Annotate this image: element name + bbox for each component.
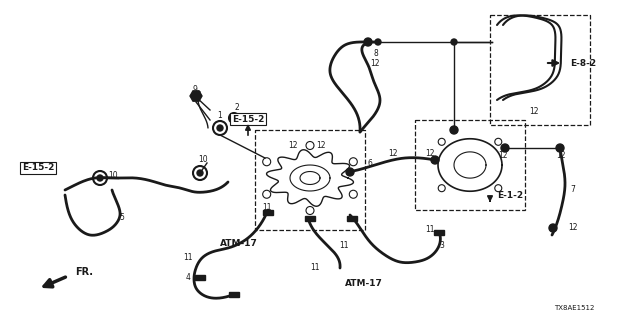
Text: 12: 12 bbox=[568, 222, 578, 231]
Circle shape bbox=[192, 92, 200, 100]
Text: 12: 12 bbox=[425, 148, 435, 157]
Text: 6: 6 bbox=[367, 159, 372, 169]
Text: 11: 11 bbox=[183, 252, 193, 261]
Text: 11: 11 bbox=[310, 263, 320, 273]
Text: 12: 12 bbox=[499, 150, 508, 159]
Bar bbox=[195, 275, 205, 280]
Bar bbox=[255, 130, 365, 230]
Circle shape bbox=[97, 175, 103, 181]
Bar bbox=[490, 15, 590, 125]
Circle shape bbox=[450, 126, 458, 134]
Circle shape bbox=[217, 125, 223, 131]
Text: 10: 10 bbox=[198, 156, 208, 164]
Bar bbox=[347, 216, 357, 221]
Bar bbox=[415, 120, 525, 210]
Circle shape bbox=[197, 170, 203, 176]
Bar bbox=[305, 216, 315, 221]
Circle shape bbox=[556, 144, 564, 152]
Circle shape bbox=[431, 156, 439, 164]
Text: FR.: FR. bbox=[75, 267, 93, 277]
Polygon shape bbox=[190, 91, 202, 101]
Text: E-1-2: E-1-2 bbox=[497, 191, 523, 201]
Text: 5: 5 bbox=[120, 213, 124, 222]
Text: 12: 12 bbox=[529, 108, 539, 116]
Text: ATM-17: ATM-17 bbox=[345, 278, 383, 287]
Text: ATM-17: ATM-17 bbox=[220, 239, 258, 249]
Text: 12: 12 bbox=[288, 140, 298, 149]
Text: 12: 12 bbox=[316, 140, 326, 149]
Text: E-15-2: E-15-2 bbox=[22, 164, 54, 172]
Text: 3: 3 bbox=[440, 242, 444, 251]
Text: 9: 9 bbox=[193, 85, 197, 94]
Text: 11: 11 bbox=[425, 226, 435, 235]
Text: TX8AE1512: TX8AE1512 bbox=[554, 305, 594, 311]
Text: 4: 4 bbox=[186, 273, 191, 282]
Bar bbox=[434, 230, 444, 235]
Text: 2: 2 bbox=[235, 102, 239, 111]
Circle shape bbox=[549, 224, 557, 232]
Circle shape bbox=[364, 38, 372, 46]
Text: 7: 7 bbox=[571, 186, 575, 195]
Circle shape bbox=[346, 168, 354, 176]
Text: 10: 10 bbox=[108, 171, 118, 180]
Text: 12: 12 bbox=[556, 150, 566, 159]
Text: 1: 1 bbox=[218, 110, 222, 119]
Text: 11: 11 bbox=[339, 242, 349, 251]
Text: 8: 8 bbox=[374, 49, 378, 58]
Circle shape bbox=[375, 39, 381, 45]
Circle shape bbox=[501, 144, 509, 152]
Circle shape bbox=[451, 39, 457, 45]
Text: 12: 12 bbox=[371, 59, 380, 68]
Bar bbox=[229, 292, 239, 297]
Text: 11: 11 bbox=[262, 204, 272, 212]
Text: 12: 12 bbox=[388, 148, 397, 157]
Text: E-8-2: E-8-2 bbox=[570, 59, 596, 68]
Circle shape bbox=[232, 116, 236, 120]
Bar bbox=[263, 210, 273, 215]
Text: E-15-2: E-15-2 bbox=[232, 115, 264, 124]
